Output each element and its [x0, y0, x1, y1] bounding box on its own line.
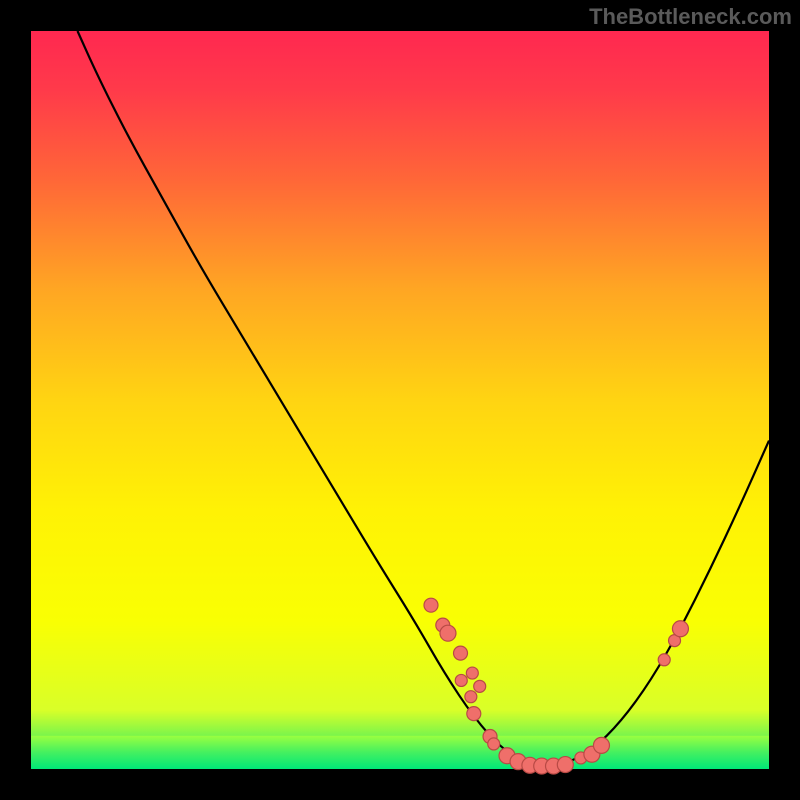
data-marker	[466, 667, 478, 679]
gradient-bottom-band	[31, 736, 769, 769]
watermark-text: TheBottleneck.com	[589, 4, 792, 30]
data-marker	[467, 707, 481, 721]
data-marker	[557, 757, 573, 773]
data-marker	[488, 738, 500, 750]
data-marker	[658, 654, 670, 666]
v-curve-chart	[0, 0, 800, 800]
data-marker	[465, 691, 477, 703]
data-marker	[672, 621, 688, 637]
data-marker	[455, 674, 467, 686]
data-marker	[424, 598, 438, 612]
data-marker	[474, 680, 486, 692]
chart-container: TheBottleneck.com	[0, 0, 800, 800]
data-marker	[440, 625, 456, 641]
data-marker	[593, 737, 609, 753]
data-marker	[454, 646, 468, 660]
